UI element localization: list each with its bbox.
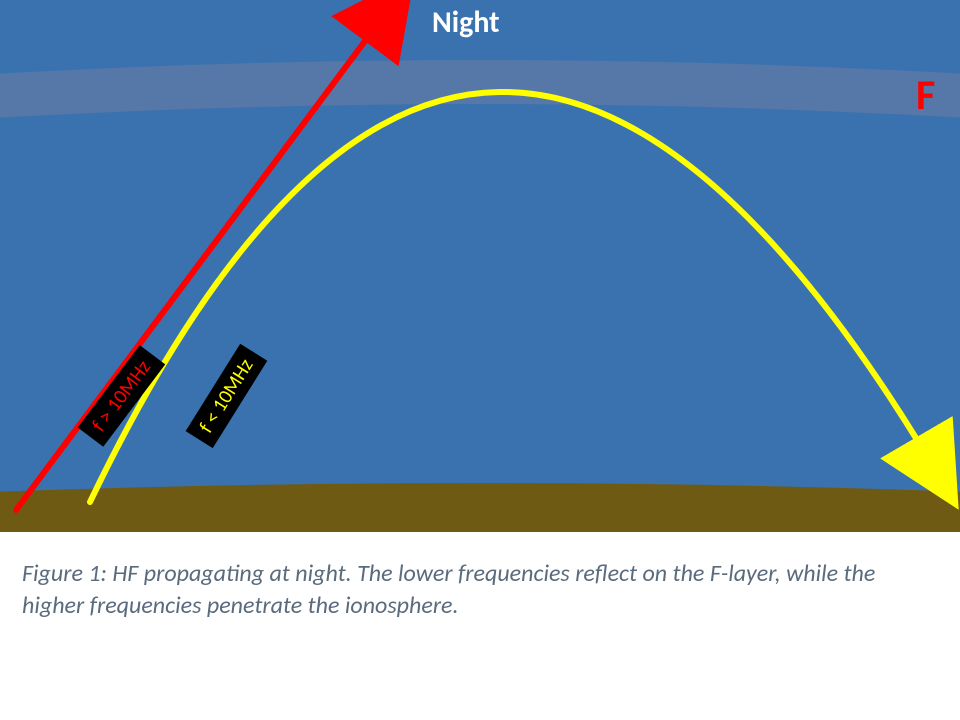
diagram-scene: Night F f > 10MHz f < 10MHz (0, 0, 960, 532)
figure-caption: Figure 1: HF propagating at night. The l… (0, 532, 960, 623)
scene-svg (0, 0, 960, 532)
f-layer-label: F (916, 70, 935, 121)
hf-propagation-figure: Night F f > 10MHz f < 10MHz Figure 1: HF… (0, 0, 960, 720)
night-title: Night (432, 4, 500, 41)
